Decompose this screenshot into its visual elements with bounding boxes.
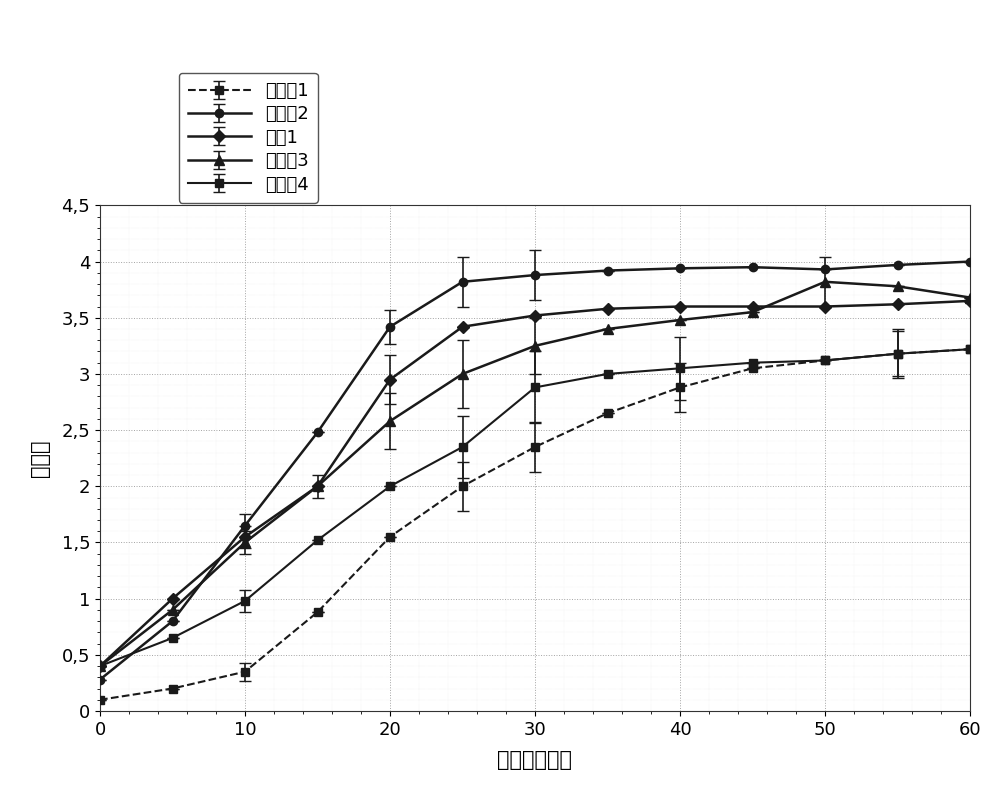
X-axis label: 时间（分钟）: 时间（分钟）: [498, 750, 572, 769]
Y-axis label: 吸光度: 吸光度: [30, 439, 50, 477]
Legend: 实施例1, 实施例2, 参比1, 实施例3, 实施例4: 实施例1, 实施例2, 参比1, 实施例3, 实施例4: [179, 73, 318, 202]
